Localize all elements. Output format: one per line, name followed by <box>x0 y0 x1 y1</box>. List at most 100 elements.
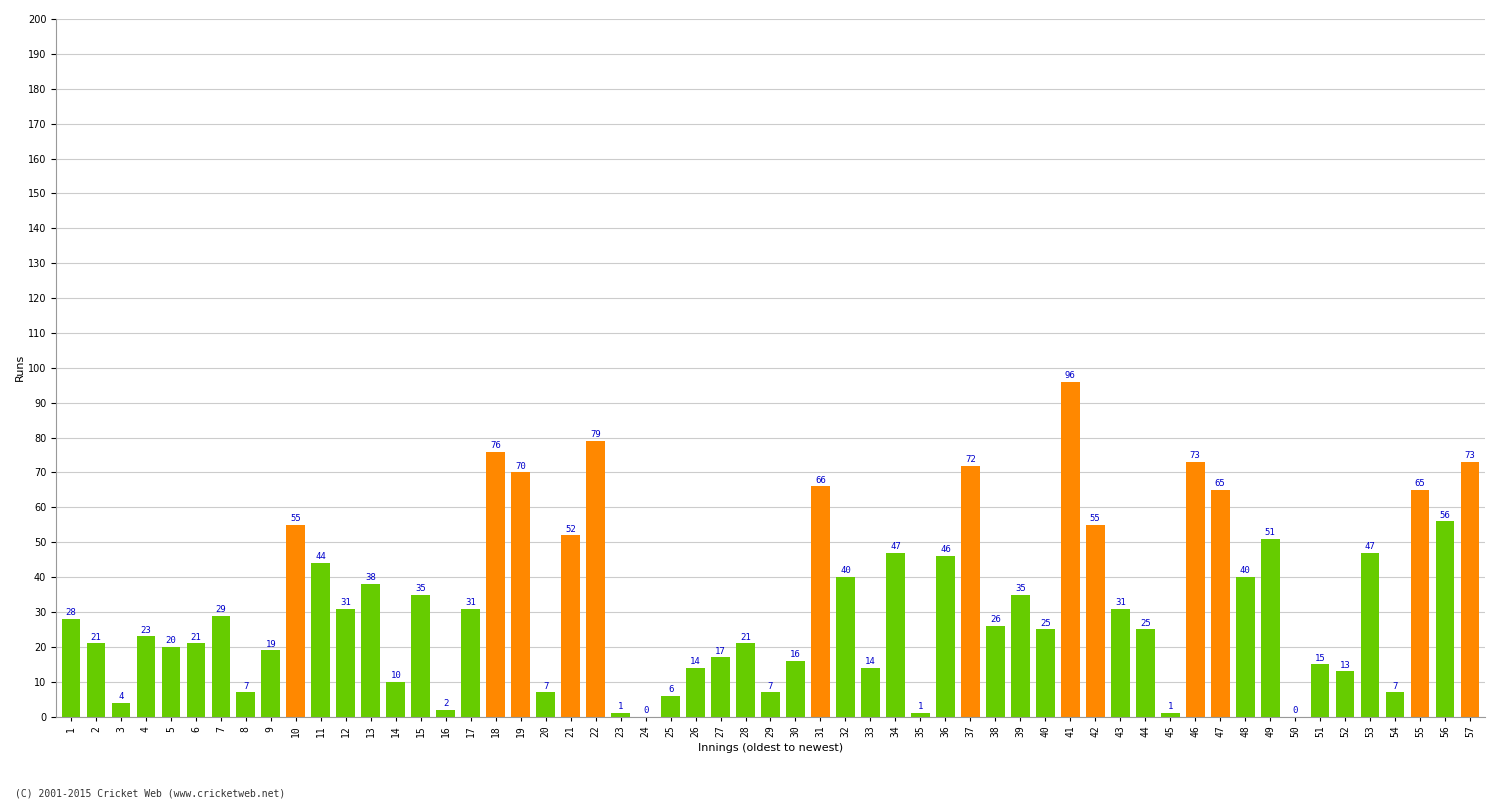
Text: 55: 55 <box>291 514 302 523</box>
Bar <box>312 563 330 717</box>
Text: 47: 47 <box>890 542 902 551</box>
Text: 7: 7 <box>543 682 549 690</box>
Text: 19: 19 <box>266 640 276 649</box>
Bar <box>62 619 81 717</box>
Text: 65: 65 <box>1414 479 1425 488</box>
Bar <box>411 594 430 717</box>
Bar <box>1060 382 1080 717</box>
Bar <box>387 682 405 717</box>
Bar <box>610 713 630 717</box>
Text: 0: 0 <box>644 706 648 715</box>
Text: 13: 13 <box>1340 661 1350 670</box>
Bar <box>537 692 555 717</box>
Bar <box>711 658 730 717</box>
Text: 14: 14 <box>865 657 876 666</box>
Text: 31: 31 <box>1114 598 1125 606</box>
Bar <box>87 643 105 717</box>
Text: 17: 17 <box>716 646 726 656</box>
Bar <box>286 525 304 717</box>
Text: 51: 51 <box>1264 528 1275 537</box>
Text: 7: 7 <box>768 682 772 690</box>
Text: 66: 66 <box>815 476 827 485</box>
Bar <box>662 696 680 717</box>
Bar <box>237 692 255 717</box>
Bar <box>1112 609 1130 717</box>
Text: 21: 21 <box>190 633 201 642</box>
Text: 25: 25 <box>1140 618 1150 628</box>
Text: 73: 73 <box>1190 451 1200 460</box>
Text: 96: 96 <box>1065 371 1076 380</box>
Text: 35: 35 <box>416 584 426 593</box>
Text: 70: 70 <box>516 462 526 470</box>
Text: 25: 25 <box>1040 618 1050 628</box>
Bar <box>910 713 930 717</box>
Text: 38: 38 <box>366 574 376 582</box>
Bar <box>362 584 380 717</box>
Text: 26: 26 <box>990 615 1000 624</box>
Text: 44: 44 <box>315 553 326 562</box>
Bar <box>736 643 754 717</box>
Text: 21: 21 <box>90 633 102 642</box>
Bar <box>1236 577 1254 717</box>
Bar <box>436 710 454 717</box>
Bar <box>512 473 530 717</box>
Text: 40: 40 <box>1240 566 1251 575</box>
Bar <box>1161 713 1179 717</box>
Bar <box>1036 630 1054 717</box>
Bar <box>760 692 780 717</box>
Text: 79: 79 <box>590 430 602 439</box>
Text: 29: 29 <box>216 605 226 614</box>
Bar <box>1262 538 1280 717</box>
Bar <box>1210 490 1230 717</box>
Bar <box>186 643 206 717</box>
Bar <box>261 650 280 717</box>
Bar <box>686 668 705 717</box>
Text: 65: 65 <box>1215 479 1225 488</box>
Y-axis label: Runs: Runs <box>15 354 26 382</box>
Text: 1: 1 <box>1167 702 1173 711</box>
Text: 6: 6 <box>668 685 674 694</box>
Text: 40: 40 <box>840 566 850 575</box>
Text: 14: 14 <box>690 657 700 666</box>
Bar <box>1461 462 1479 717</box>
Text: 23: 23 <box>141 626 152 634</box>
X-axis label: Innings (oldest to newest): Innings (oldest to newest) <box>698 743 843 753</box>
Bar <box>962 466 980 717</box>
Bar <box>1360 553 1380 717</box>
Text: (C) 2001-2015 Cricket Web (www.cricketweb.net): (C) 2001-2015 Cricket Web (www.cricketwe… <box>15 788 285 798</box>
Bar <box>111 702 130 717</box>
Text: 47: 47 <box>1365 542 1376 551</box>
Text: 16: 16 <box>790 650 801 659</box>
Text: 7: 7 <box>1392 682 1398 690</box>
Text: 1: 1 <box>918 702 922 711</box>
Bar <box>586 441 604 717</box>
Bar <box>861 668 880 717</box>
Bar <box>786 661 806 717</box>
Text: 0: 0 <box>1293 706 1298 715</box>
Bar <box>936 556 954 717</box>
Text: 52: 52 <box>566 525 576 534</box>
Text: 1: 1 <box>618 702 624 711</box>
Bar <box>162 647 180 717</box>
Bar <box>1011 594 1029 717</box>
Text: 55: 55 <box>1090 514 1101 523</box>
Text: 72: 72 <box>964 454 975 464</box>
Text: 35: 35 <box>1016 584 1026 593</box>
Text: 76: 76 <box>490 441 501 450</box>
Text: 7: 7 <box>243 682 249 690</box>
Text: 2: 2 <box>442 699 448 708</box>
Bar <box>336 609 356 717</box>
Bar <box>1335 671 1354 717</box>
Text: 46: 46 <box>940 546 951 554</box>
Bar <box>836 577 855 717</box>
Bar <box>1086 525 1104 717</box>
Text: 31: 31 <box>465 598 476 606</box>
Bar <box>136 637 156 717</box>
Text: 73: 73 <box>1464 451 1476 460</box>
Bar <box>1186 462 1204 717</box>
Bar <box>1436 522 1455 717</box>
Bar <box>1386 692 1404 717</box>
Text: 10: 10 <box>390 671 400 680</box>
Bar <box>462 609 480 717</box>
Text: 20: 20 <box>165 636 177 645</box>
